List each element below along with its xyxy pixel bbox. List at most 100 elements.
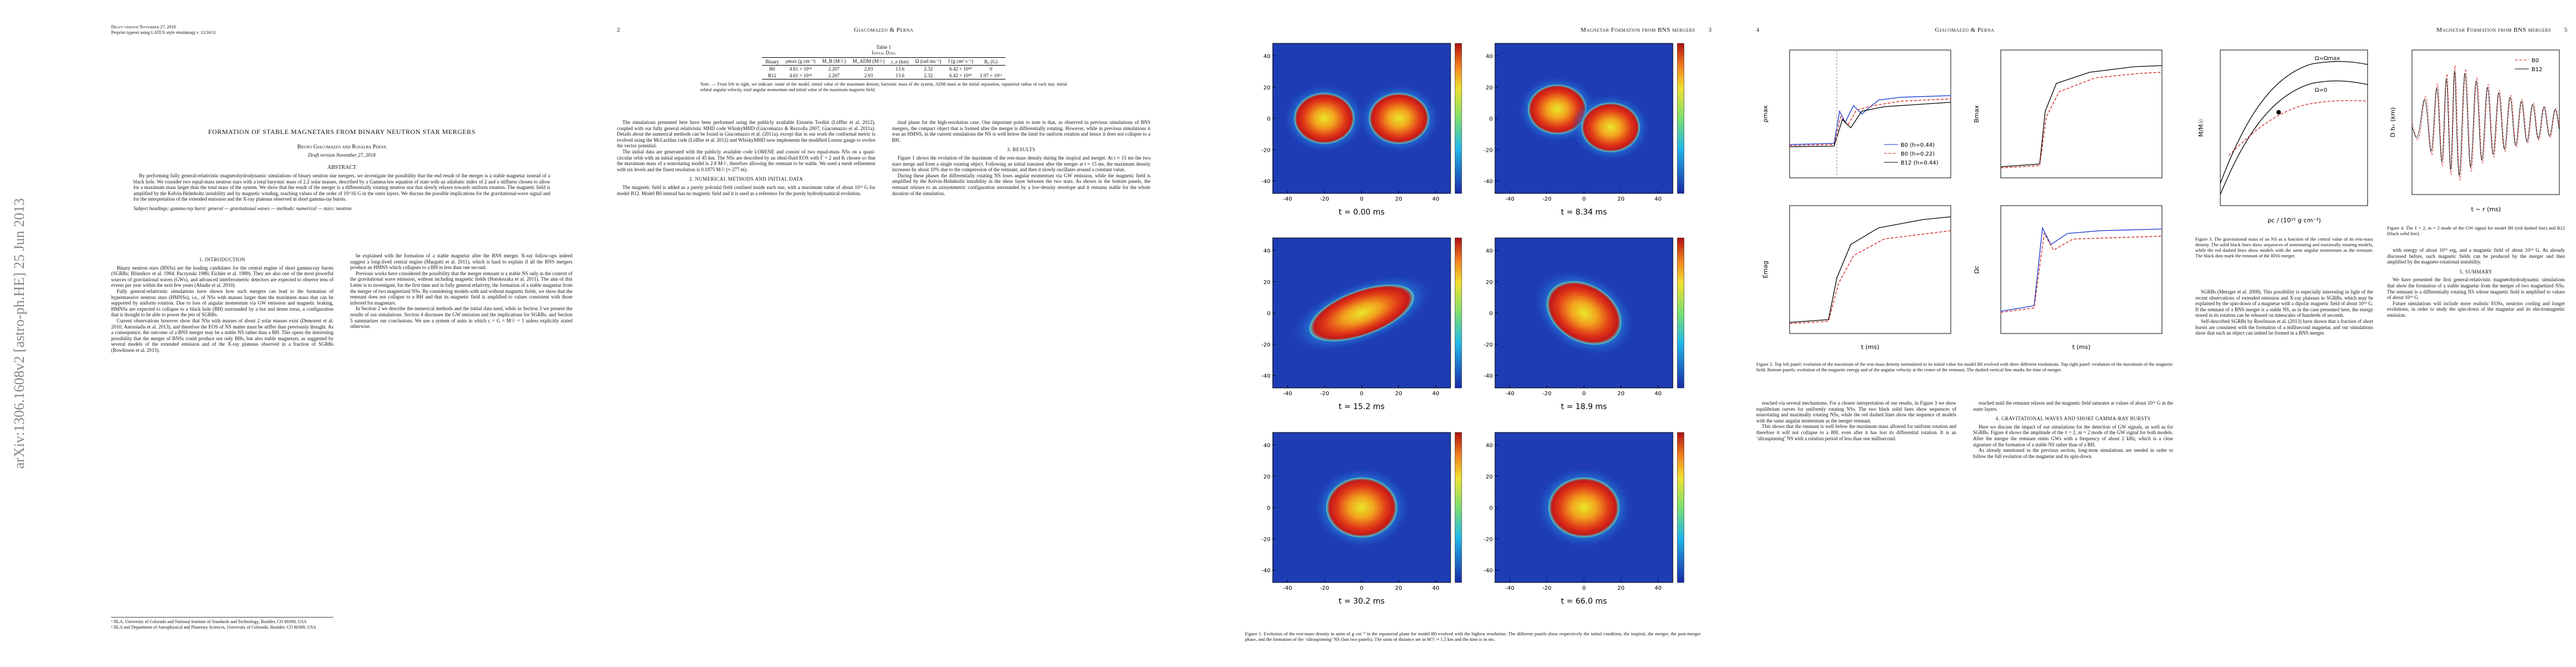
table-row: B12 4.61 × 10¹⁴ 2.207 2.03 13.6 2.32 6.42 × 10… (762, 72, 1005, 79)
y-axis-label: ρmax (1762, 105, 1769, 122)
y-axis-label: Bmax (1973, 105, 1980, 123)
page-number: 5 (2564, 27, 2568, 33)
column: reached until the remnant relaxes and th… (1973, 400, 2173, 650)
table-cell: 1.97 × 10¹² (980, 73, 1002, 78)
figure-caption: Figure 4. The ℓ = 2, m = 2 mode of the G… (2387, 225, 2565, 236)
table-block: Table 1 Initial Data Binary ρmax (g cm⁻³)… (617, 44, 1150, 92)
x-tick-label: 40 (1655, 196, 1662, 202)
column-header: r_e (km) (891, 58, 909, 64)
density-core (1294, 93, 1355, 144)
y-axis-label: Emag (1762, 261, 1769, 278)
colorbar (1677, 432, 1685, 583)
figure-caption: Figure 3. The gravitational mass of an N… (2195, 236, 2373, 258)
column-header: M_ADM (M☉) (852, 58, 885, 64)
draft-date: Draft version November 27, 2018 (308, 152, 376, 158)
legend-label: B12 (h=0.44) (1901, 160, 1939, 166)
curve-label: Ω=Ωmax (2315, 56, 2340, 62)
x-tick-label: -40 (1283, 585, 1292, 591)
y-tick-label: -20 (1484, 536, 1493, 542)
paragraph: tinal phase for the high-resolution case… (892, 120, 1150, 143)
density-panel: -40 -40 -20 -20 0 0 20 20 40 40 t = 15.2 ms (1262, 237, 1462, 411)
y-tick-label: 20 (1486, 280, 1493, 286)
table-cell: 2.207 (828, 66, 840, 72)
x-tick-label: 20 (1617, 585, 1625, 591)
column-header: J (g cm² s⁻¹) (948, 58, 974, 64)
figure-3: Ω=0 Ω=Ωmax M/M☉ ρc / (10¹⁵ g cm⁻³) (2198, 49, 2368, 224)
paragraph: Self-described SGRBs by Rowlinson et al.… (2195, 318, 2373, 336)
column-header: Ω (rad ms⁻¹) (915, 58, 941, 64)
x-tick-label: -40 (1505, 585, 1514, 591)
x-axis-label: ρc / (10¹⁵ g cm⁻³) (2268, 217, 2321, 224)
colorbar (1454, 432, 1462, 583)
y-tick-label: 0 (1267, 505, 1270, 511)
section-heading: 5. SUMMARY (2459, 268, 2493, 275)
x-tick-label: -40 (1283, 391, 1292, 397)
x-tick-label: 0 (1582, 196, 1586, 202)
y-tick-label: -40 (1484, 568, 1493, 574)
page-number: 3 (1708, 27, 1712, 33)
y-tick-label: 0 (1489, 116, 1493, 122)
y-tick-label: -40 (1262, 568, 1270, 574)
table-cell: B12 (768, 73, 776, 78)
x-tick-label: 20 (1617, 391, 1625, 397)
legend-label: B0 (h=0.22) (1901, 151, 1935, 157)
x-tick-label: 40 (1655, 391, 1662, 397)
x-tick-label: -20 (1542, 585, 1551, 591)
y-tick-label: 0 (1489, 505, 1493, 511)
section-heading: 2. NUMERICAL METHODS AND INITIAL DATA (689, 176, 803, 182)
paragraph: In Section 2 we describe the numerical m… (350, 306, 572, 330)
column-header: M_B (M☉) (822, 58, 846, 64)
y-tick-label: -40 (1262, 374, 1270, 380)
page-3: Magnetar Formation from BNS mergers 3 -4… (1178, 0, 1712, 667)
x-tick-label: 20 (1395, 391, 1402, 397)
table-cell: 13.6 (895, 73, 905, 78)
page-5: Magnetar Formation from BNS mergers 5 Ω=… (2195, 0, 2568, 667)
abstract: By performing fully general-relativistic… (133, 173, 550, 202)
table-cell: 4.61 × 10¹⁴ (789, 66, 812, 72)
x-axis-label: t − r (ms) (2471, 206, 2501, 213)
footnote: ² JILA and Department of Astrophysical a… (111, 624, 316, 630)
table-cell: 4.61 × 10¹⁴ (789, 73, 812, 78)
panel-time-label: t = 66.0 ms (1561, 597, 1607, 606)
legend-label: B0 (h=0.44) (1901, 142, 1935, 148)
column: tinal phase for the high-resolution case… (892, 120, 1150, 650)
paragraph: SGRBs (Metzger et al. 2008). This possib… (2195, 289, 2373, 318)
density-core (1546, 281, 1622, 345)
y-tick-label: -20 (1262, 342, 1270, 348)
footnotes: ¹ JILA, University of Colorado and Natio… (111, 617, 333, 630)
paragraph: Binary neutron stars (BNSs) are the lead… (111, 265, 333, 288)
density-panel: -40 -40 -20 -20 0 0 20 20 40 40 t = 8.34 ms (1484, 43, 1685, 217)
x-tick-label: -20 (1320, 196, 1329, 202)
panel-time-label: t = 15.2 ms (1339, 402, 1385, 411)
density-panel: -40 -40 -20 -20 0 0 20 20 40 40 t = 30.2 ms (1262, 432, 1462, 606)
section-heading: 4. GRAVITATIONAL WAVES AND SHORT GAMMA-R… (1995, 416, 2151, 422)
x-tick-label: 40 (1432, 196, 1439, 202)
page-number: 2 (617, 27, 620, 33)
paragraph: reached until the remnant relaxes and th… (1973, 400, 2173, 412)
panel-time-label: t = 0.00 ms (1339, 208, 1385, 217)
column: SGRBs (Metzger et al. 2008). This possib… (2195, 289, 2373, 650)
paragraph: with energy of about 10⁵² erg, and a mag… (2387, 247, 2565, 265)
paragraph: Previous works have considered the possi… (350, 270, 572, 306)
y-axis-label: Ωc (1973, 266, 1980, 273)
table-cell: 2.03 (864, 66, 873, 72)
x-tick-label: -20 (1542, 196, 1551, 202)
paragraph: During these phases the differentially r… (892, 172, 1150, 196)
y-tick-label: 20 (1486, 85, 1493, 91)
keywords: Subject headings: gamma-ray burst: gener… (133, 205, 352, 211)
colorbar (1677, 237, 1685, 389)
paragraph: reached via several mechanisms. For a cl… (1756, 400, 1956, 424)
paragraph: This shows that the remnant is well belo… (1756, 424, 1956, 441)
y-tick-label: -40 (1484, 374, 1493, 380)
density-core (1548, 477, 1620, 537)
panel-time-label: t = 18.9 ms (1561, 402, 1607, 411)
data-table: Binary ρmax (g cm⁻³) M_B (M☉) M_ADM (M☉) r_e… (762, 57, 1005, 79)
footnote: ¹ JILA, University of Colorado and Natio… (111, 619, 307, 624)
colorbar (1454, 237, 1462, 389)
x-tick-label: 40 (1432, 585, 1439, 591)
section-heading: 1. INTRODUCTION (199, 257, 246, 262)
legend-label: B12 (2532, 67, 2543, 73)
density-core (1309, 285, 1414, 341)
x-tick-label: 0 (1360, 391, 1363, 397)
